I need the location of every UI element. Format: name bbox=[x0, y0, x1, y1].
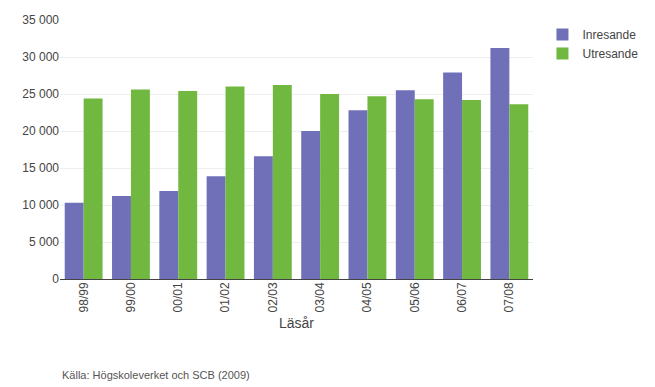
svg-text:10 000: 10 000 bbox=[22, 198, 59, 212]
svg-text:06/07: 06/07 bbox=[455, 282, 469, 312]
svg-text:35 000: 35 000 bbox=[22, 13, 59, 27]
svg-text:0: 0 bbox=[52, 272, 59, 286]
svg-text:Utresande: Utresande bbox=[582, 47, 638, 61]
svg-text:Läsår: Läsår bbox=[279, 315, 314, 331]
svg-text:15 000: 15 000 bbox=[22, 161, 59, 175]
svg-text:99/00: 99/00 bbox=[124, 282, 138, 312]
svg-text:03/04: 03/04 bbox=[313, 282, 327, 312]
svg-text:04/05: 04/05 bbox=[360, 282, 374, 312]
svg-text:20 000: 20 000 bbox=[22, 124, 59, 138]
svg-text:5 000: 5 000 bbox=[29, 235, 59, 249]
svg-text:25 000: 25 000 bbox=[22, 87, 59, 101]
svg-text:01/02: 01/02 bbox=[218, 282, 232, 312]
svg-text:Källa: Högskoleverket och SCB: Källa: Högskoleverket och SCB (2009) bbox=[62, 369, 250, 381]
svg-text:Inresande: Inresande bbox=[582, 28, 636, 42]
svg-text:07/08: 07/08 bbox=[502, 282, 516, 312]
svg-text:30 000: 30 000 bbox=[22, 50, 59, 64]
svg-text:00/01: 00/01 bbox=[171, 282, 185, 312]
svg-text:05/06: 05/06 bbox=[408, 282, 422, 312]
svg-text:02/03: 02/03 bbox=[266, 282, 280, 312]
svg-text:98/99: 98/99 bbox=[77, 282, 91, 312]
